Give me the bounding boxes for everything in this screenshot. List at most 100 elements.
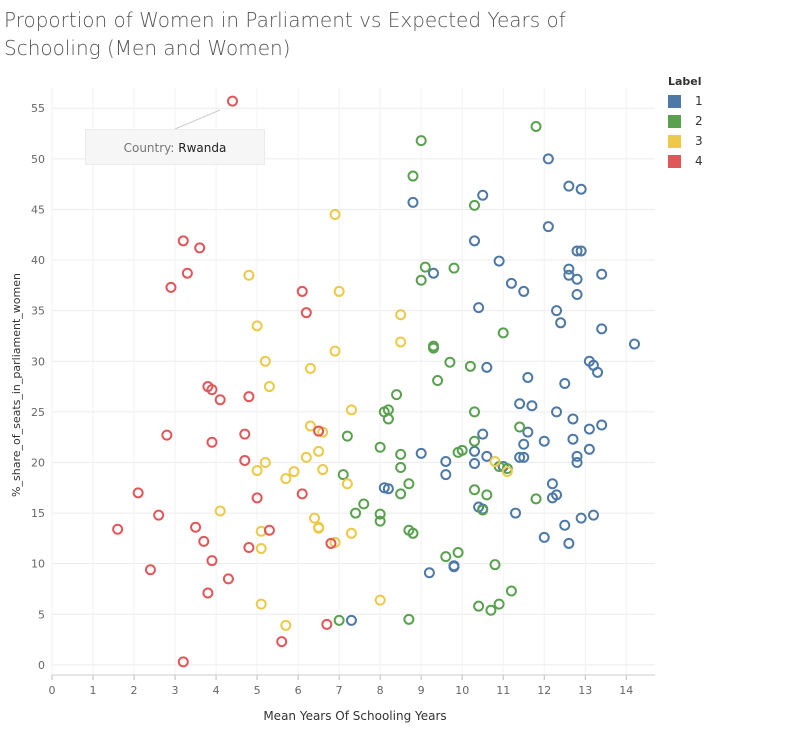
- data-point[interactable]: [300, 451, 312, 463]
- data-point[interactable]: [177, 656, 189, 668]
- data-point[interactable]: [538, 531, 550, 543]
- data-point[interactable]: [538, 435, 550, 447]
- data-point[interactable]: [526, 400, 538, 412]
- data-point[interactable]: [374, 441, 386, 453]
- data-point[interactable]: [571, 450, 583, 462]
- data-point[interactable]: [596, 268, 608, 280]
- data-point[interactable]: [206, 555, 218, 567]
- data-point[interactable]: [444, 356, 456, 368]
- data-point[interactable]: [514, 451, 526, 463]
- data-point[interactable]: [239, 454, 251, 466]
- data-point[interactable]: [206, 436, 218, 448]
- data-point[interactable]: [469, 406, 481, 418]
- data-point[interactable]: [452, 547, 464, 559]
- data-point[interactable]: [563, 263, 575, 275]
- data-point[interactable]: [259, 355, 271, 367]
- data-point[interactable]: [469, 457, 481, 469]
- data-point[interactable]: [530, 493, 542, 505]
- data-point[interactable]: [477, 504, 489, 516]
- data-point[interactable]: [583, 443, 595, 455]
- data-point[interactable]: [485, 604, 497, 616]
- data-point[interactable]: [288, 466, 300, 478]
- data-point[interactable]: [518, 438, 530, 450]
- data-point[interactable]: [477, 428, 489, 440]
- data-point[interactable]: [329, 345, 341, 357]
- data-point[interactable]: [469, 435, 481, 447]
- data-point[interactable]: [469, 445, 481, 457]
- data-point[interactable]: [403, 478, 415, 490]
- data-point[interactable]: [440, 455, 452, 467]
- data-point[interactable]: [263, 524, 275, 536]
- data-point[interactable]: [518, 285, 530, 297]
- data-point[interactable]: [571, 245, 583, 257]
- data-point[interactable]: [317, 464, 329, 476]
- data-point[interactable]: [345, 614, 357, 626]
- data-point[interactable]: [280, 619, 292, 631]
- data-point[interactable]: [571, 273, 583, 285]
- legend-item-1[interactable]: 1: [668, 91, 703, 111]
- data-point[interactable]: [341, 430, 353, 442]
- data-point[interactable]: [542, 153, 554, 165]
- data-point[interactable]: [243, 391, 255, 403]
- data-point[interactable]: [481, 489, 493, 501]
- data-point[interactable]: [345, 527, 357, 539]
- data-point[interactable]: [473, 302, 485, 314]
- data-point[interactable]: [448, 560, 460, 572]
- data-point[interactable]: [214, 505, 226, 517]
- data-point[interactable]: [313, 522, 325, 534]
- data-point[interactable]: [546, 478, 558, 490]
- data-point[interactable]: [350, 507, 362, 519]
- data-point[interactable]: [551, 406, 563, 418]
- data-point[interactable]: [551, 305, 563, 317]
- data-point[interactable]: [469, 484, 481, 496]
- data-point[interactable]: [395, 448, 407, 460]
- data-point[interactable]: [522, 426, 534, 438]
- data-point[interactable]: [296, 285, 308, 297]
- data-point[interactable]: [505, 585, 517, 597]
- legend-item-4[interactable]: 4: [668, 151, 703, 171]
- data-point[interactable]: [596, 419, 608, 431]
- data-point[interactable]: [567, 433, 579, 445]
- data-point[interactable]: [432, 374, 444, 386]
- data-point[interactable]: [448, 262, 460, 274]
- data-point[interactable]: [161, 429, 173, 441]
- data-point[interactable]: [202, 587, 214, 599]
- data-point[interactable]: [592, 366, 604, 378]
- data-point[interactable]: [510, 507, 522, 519]
- data-point[interactable]: [575, 512, 587, 524]
- data-point[interactable]: [194, 242, 206, 254]
- legend-item-3[interactable]: 3: [668, 131, 703, 151]
- data-point[interactable]: [313, 445, 325, 457]
- data-point[interactable]: [395, 488, 407, 500]
- data-point[interactable]: [469, 199, 481, 211]
- data-point[interactable]: [226, 95, 238, 107]
- data-point[interactable]: [341, 478, 353, 490]
- data-point[interactable]: [374, 508, 386, 520]
- data-point[interactable]: [304, 420, 316, 432]
- data-point[interactable]: [321, 618, 333, 630]
- data-point[interactable]: [514, 398, 526, 410]
- data-point[interactable]: [263, 381, 275, 393]
- data-point[interactable]: [571, 288, 583, 300]
- data-point[interactable]: [493, 598, 505, 610]
- data-point[interactable]: [329, 209, 341, 221]
- data-point[interactable]: [243, 541, 255, 553]
- data-point[interactable]: [325, 537, 337, 549]
- data-point[interactable]: [144, 564, 156, 576]
- data-point[interactable]: [358, 498, 370, 510]
- legend[interactable]: Label 1 2 3 4: [668, 75, 703, 171]
- data-point[interactable]: [559, 378, 571, 390]
- data-point[interactable]: [296, 488, 308, 500]
- data-point[interactable]: [251, 320, 263, 332]
- data-point[interactable]: [391, 389, 403, 401]
- data-point[interactable]: [489, 455, 501, 467]
- data-point[interactable]: [243, 269, 255, 281]
- data-point[interactable]: [382, 483, 394, 495]
- data-point[interactable]: [456, 444, 468, 456]
- data-point[interactable]: [415, 135, 427, 147]
- data-point[interactable]: [206, 384, 218, 396]
- data-point[interactable]: [382, 413, 394, 425]
- data-point[interactable]: [481, 361, 493, 373]
- data-point[interactable]: [255, 598, 267, 610]
- legend-item-2[interactable]: 2: [668, 111, 703, 131]
